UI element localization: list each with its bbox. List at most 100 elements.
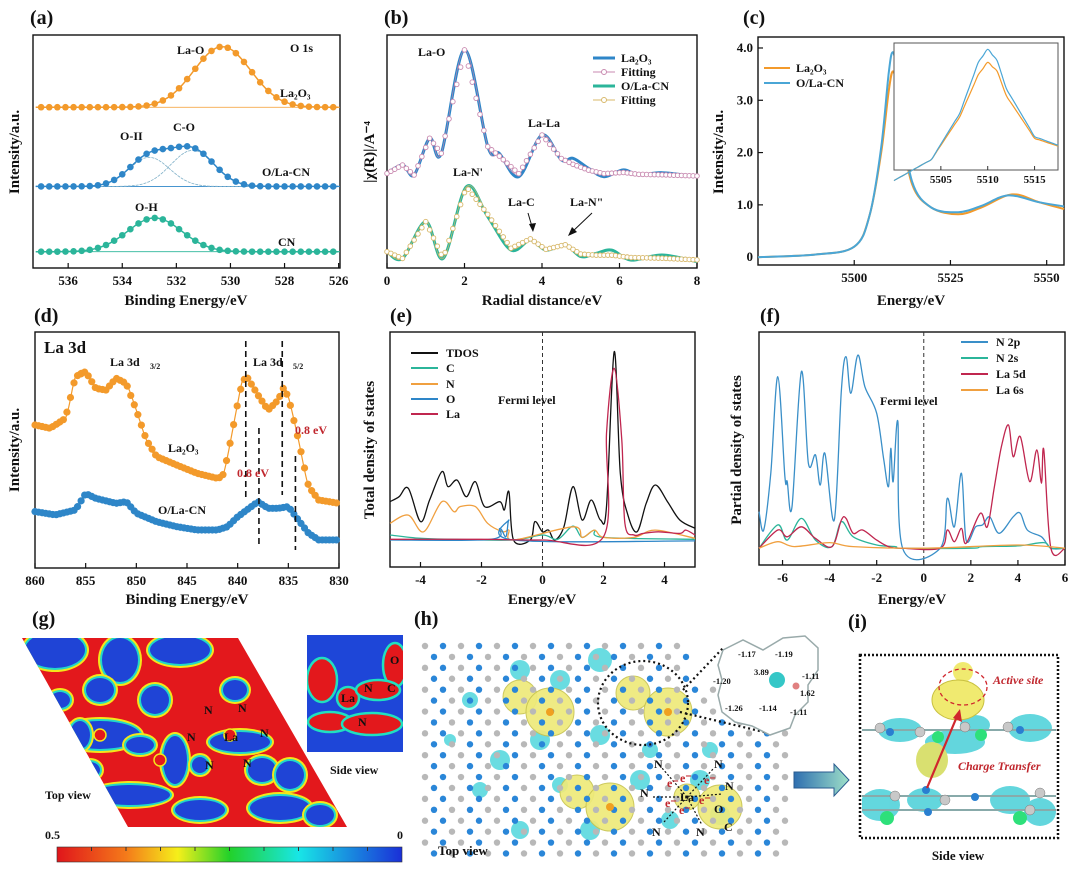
a-data-point: [183, 75, 191, 83]
h-n-atom: [502, 697, 510, 704]
h-c-atom: [601, 752, 609, 759]
g-elf-blob: [25, 638, 85, 668]
h-charge: 3.89: [754, 667, 769, 677]
h-c-atom: [628, 719, 636, 726]
a-data-point: [45, 103, 53, 111]
b-xtick-label: 0: [384, 273, 391, 288]
h-c-atom: [556, 653, 564, 661]
h-charge: -1.20: [713, 676, 731, 686]
b-fit-point: [423, 144, 429, 151]
a-data-point: [200, 55, 207, 63]
a-data-point: [78, 247, 85, 255]
h-atom: N: [714, 757, 723, 771]
h-atom: La: [680, 790, 694, 804]
h-zoom-inset: [717, 635, 819, 736]
e-fermi-label: Fermi level: [498, 393, 556, 407]
b-ann-la-o: La-O: [418, 45, 445, 59]
h-n-atom: [475, 642, 483, 650]
a-xtick-label: 530: [221, 273, 241, 288]
h-n-atom: [727, 752, 735, 759]
h-c-atom: [556, 806, 564, 813]
h-c-atom: [745, 773, 753, 781]
h-c-atom: [637, 773, 645, 781]
c-inset-frame: [893, 42, 1059, 171]
b-fit-point: [504, 160, 510, 166]
h-c-atom: [520, 762, 528, 770]
a-data-point: [297, 248, 305, 255]
h-c-atom: [457, 839, 465, 846]
h-n-atom: [511, 642, 519, 650]
d-data-point: [127, 391, 135, 400]
h-n-atom: [502, 719, 510, 726]
g-side-atom: La: [341, 691, 355, 705]
h-c-atom: [781, 817, 789, 824]
a-data-point: [118, 103, 126, 111]
h-c-atom: [565, 795, 573, 803]
h-n-atom: [574, 828, 582, 835]
h-c-atom: [493, 795, 501, 803]
h-n-atom: [727, 773, 735, 781]
h-n-atom: [538, 741, 546, 748]
h-c-atom: [637, 795, 645, 803]
h-n-atom: [538, 675, 546, 682]
h-c-atom: [484, 762, 492, 770]
g-elf-blob: [90, 785, 170, 805]
h-n-atom: [511, 752, 519, 759]
h-n-atom: [547, 642, 555, 650]
h-c-atom: [700, 850, 708, 857]
g-elf-blob: [248, 758, 276, 782]
a-data-point: [135, 220, 142, 227]
h-c-atom: [529, 795, 537, 803]
h-c-atom: [781, 839, 789, 846]
h-c-atom: [448, 762, 456, 770]
h-c-atom: [529, 642, 537, 650]
h-n-atom: [430, 784, 438, 792]
h-n-atom: [502, 806, 510, 813]
h-n-atom: [466, 828, 474, 835]
h-n-atom: [646, 675, 654, 682]
d-xtick-label: 830: [329, 573, 349, 588]
b-fit-point: [488, 217, 495, 223]
h-n-atom: [475, 773, 483, 781]
b-fit-point: [457, 201, 464, 208]
h-n-atom: [619, 664, 627, 672]
h-c-atom: [448, 719, 456, 726]
h-n-atom: [511, 817, 519, 824]
h-n-atom: [502, 850, 510, 857]
h-c-atom: [673, 773, 681, 781]
h-c-atom: [457, 795, 465, 803]
h-n-atom: [646, 653, 654, 661]
h-c-atom: [664, 653, 672, 661]
b-legend: La₂O₃ Fitting O/La-CN Fitting: [593, 51, 669, 107]
h-c-atom: [664, 806, 672, 813]
b-fit-point: [411, 237, 417, 243]
f-xtick-label: 6: [1062, 570, 1069, 585]
h-n-atom: [727, 817, 735, 824]
d-series-line: [34, 369, 340, 504]
a-data-point: [45, 248, 53, 255]
d-data-point: [141, 431, 149, 440]
b-fit-point: [399, 255, 406, 262]
b-xlabel: Radial distance/eV: [482, 293, 603, 309]
h-n-atom: [610, 675, 618, 682]
b-xtick-label: 2: [461, 273, 468, 288]
b-fit-point: [469, 191, 476, 197]
h-n-atom: [583, 664, 591, 672]
d-ylabel: Intensity/a.u.: [7, 408, 23, 492]
h-n-atom: [475, 795, 483, 803]
h-n-atom: [439, 817, 447, 824]
h-n-atom: [610, 762, 618, 770]
h-n-atom: [682, 850, 690, 857]
g-atom: La: [224, 730, 238, 744]
h-c-atom: [484, 806, 492, 813]
g-top-view-label: Top view: [45, 788, 91, 802]
a-ann-la-o: La-O: [177, 43, 204, 57]
a-data-point: [224, 247, 232, 255]
h-depletion-isosurface: [472, 782, 488, 798]
h-n-atom: [430, 762, 438, 770]
h-n-atom: [439, 708, 447, 715]
h-n-atom: [610, 653, 618, 661]
h-c-atom: [772, 741, 780, 748]
h-charge: -1.26: [725, 703, 743, 713]
g-elf-blob: [175, 800, 225, 820]
